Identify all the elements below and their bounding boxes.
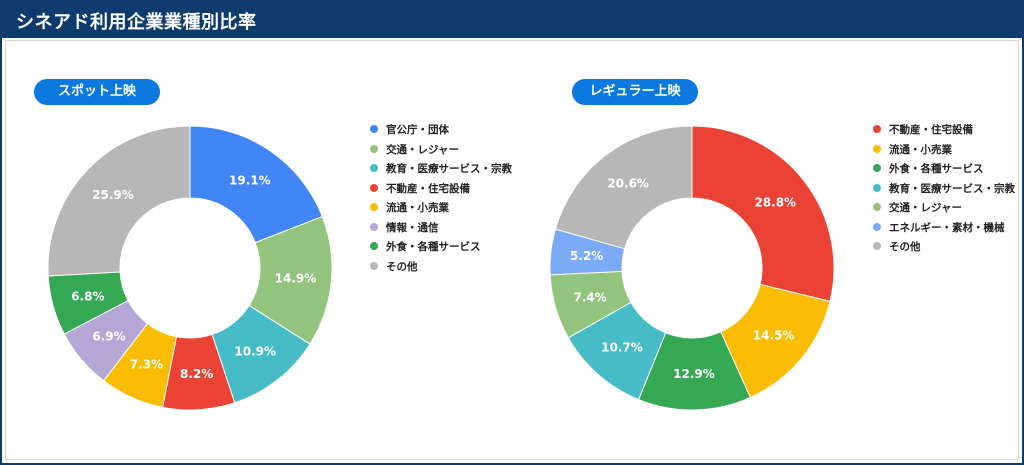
legend-item-1-5: エネルギー・素材・機械 [873,219,1015,239]
slice-data-label-0-3: 8.2% [180,367,213,381]
slice-data-label-0-5: 6.9% [92,329,125,343]
donut-chart-spot: 19.1% 14.9% 10.9% 8.2% 7.3% 6.9% 6.8% 25.9% [47,125,333,411]
legend-item-1-2: 外食・各種サービス [873,160,1015,180]
legend-label: その他 [889,241,921,253]
legend-item-0-7: その他 [370,258,512,278]
donut-slice-0-7 [47,125,191,277]
slice-data-label-1-3: 10.7% [601,341,643,355]
slice-data-label-1-6: 20.6% [607,176,649,190]
slice-data-label-1-2: 12.9% [673,367,715,381]
legend-swatch-icon [370,242,378,250]
legend-swatch-icon [370,164,378,172]
legend-item-0-5: 情報・通信 [370,219,512,239]
legend-item-0-3: 不動産・住宅設備 [370,180,512,200]
legend-label: 官公庁・団体 [386,124,449,136]
legend-label: 外食・各種サービス [386,241,481,253]
legend-label: 外食・各種サービス [889,163,984,175]
slice-data-label-1-1: 14.5% [753,329,795,343]
legend-swatch-icon [370,222,378,231]
legend-label: 教育・医療サービス・宗教 [386,163,512,175]
donut-slice-0-0 [189,125,324,244]
chart-title-spot: スポット上映 [34,79,160,105]
legend-swatch-icon [873,222,881,231]
slice-data-label-1-4: 7.4% [574,290,607,304]
legend-label: 交通・レジャー [386,143,459,156]
legend-swatch-icon [873,164,881,172]
legend-label: 交通・レジャー [889,202,962,214]
legend-label: 不動産・住宅設備 [386,182,470,195]
legend-swatch-icon [370,125,378,133]
donut-slice-1-0 [691,125,835,302]
slice-data-label-1-5: 5.2% [570,249,603,263]
legend-item-0-1: 交通・レジャー [370,141,512,161]
slice-data-label-1-0: 28.8% [754,195,796,209]
legend-swatch-icon [873,242,881,250]
legend-label: その他 [386,260,418,273]
slice-data-label-0-6: 6.8% [71,289,104,303]
legend-swatch-icon [873,203,881,211]
slice-data-label-0-7: 25.9% [92,188,134,202]
legend-spot: 官公庁・団体 交通・レジャー教育・医療サービス・宗教 不動産・住宅設備 流通・小売業情… [370,121,512,277]
legend-regular: 不動産・住宅設備 流通・小売業外食・各種サービス教育・医療サービス・宗教 交通・レジ… [873,121,1015,258]
legend-label: 流通・小売業 [889,143,952,156]
legend-swatch-icon [370,183,378,192]
legend-item-0-0: 官公庁・団体 [370,121,512,141]
legend-item-1-6: その他 [873,238,1015,258]
slice-data-label-0-0: 19.1% [229,174,271,188]
chart-title-regular: レギュラー上映 [572,79,698,105]
legend-label: 流通・小売業 [386,202,449,214]
donut-slice-1-6 [554,125,693,250]
legend-item-0-4: 流通・小売業 [370,199,512,219]
legend-item-0-2: 教育・医療サービス・宗教 [370,160,512,180]
legend-item-1-3: 教育・医療サービス・宗教 [873,180,1015,200]
legend-swatch-icon [873,125,881,133]
legend-item-1-1: 流通・小売業 [873,141,1015,161]
legend-swatch-icon [873,144,881,153]
legend-label: 教育・医療サービス・宗教 [889,182,1015,195]
legend-swatch-icon [370,144,378,153]
legend-item-1-4: 交通・レジャー [873,199,1015,219]
legend-item-1-0: 不動産・住宅設備 [873,121,1015,141]
slice-data-label-0-4: 7.3% [130,358,163,372]
header-bar: シネアド利用企業業種別比率 [2,2,1022,38]
legend-label: エネルギー・素材・機械 [889,221,1005,234]
page-title: シネアド利用企業業種別比率 [16,12,257,33]
legend-label: 情報・通信 [386,221,439,234]
legend-swatch-icon [873,183,881,192]
slice-data-label-0-2: 10.9% [234,345,276,359]
legend-label: 不動産・住宅設備 [889,124,973,136]
slice-data-label-0-1: 14.9% [275,271,317,285]
legend-swatch-icon [370,261,378,270]
donut-chart-regular: 28.8% 14.5% 12.9% 10.7% 7.4% 5.2% 20.6% [549,125,835,411]
legend-item-0-6: 外食・各種サービス [370,238,512,258]
legend-swatch-icon [370,203,378,211]
